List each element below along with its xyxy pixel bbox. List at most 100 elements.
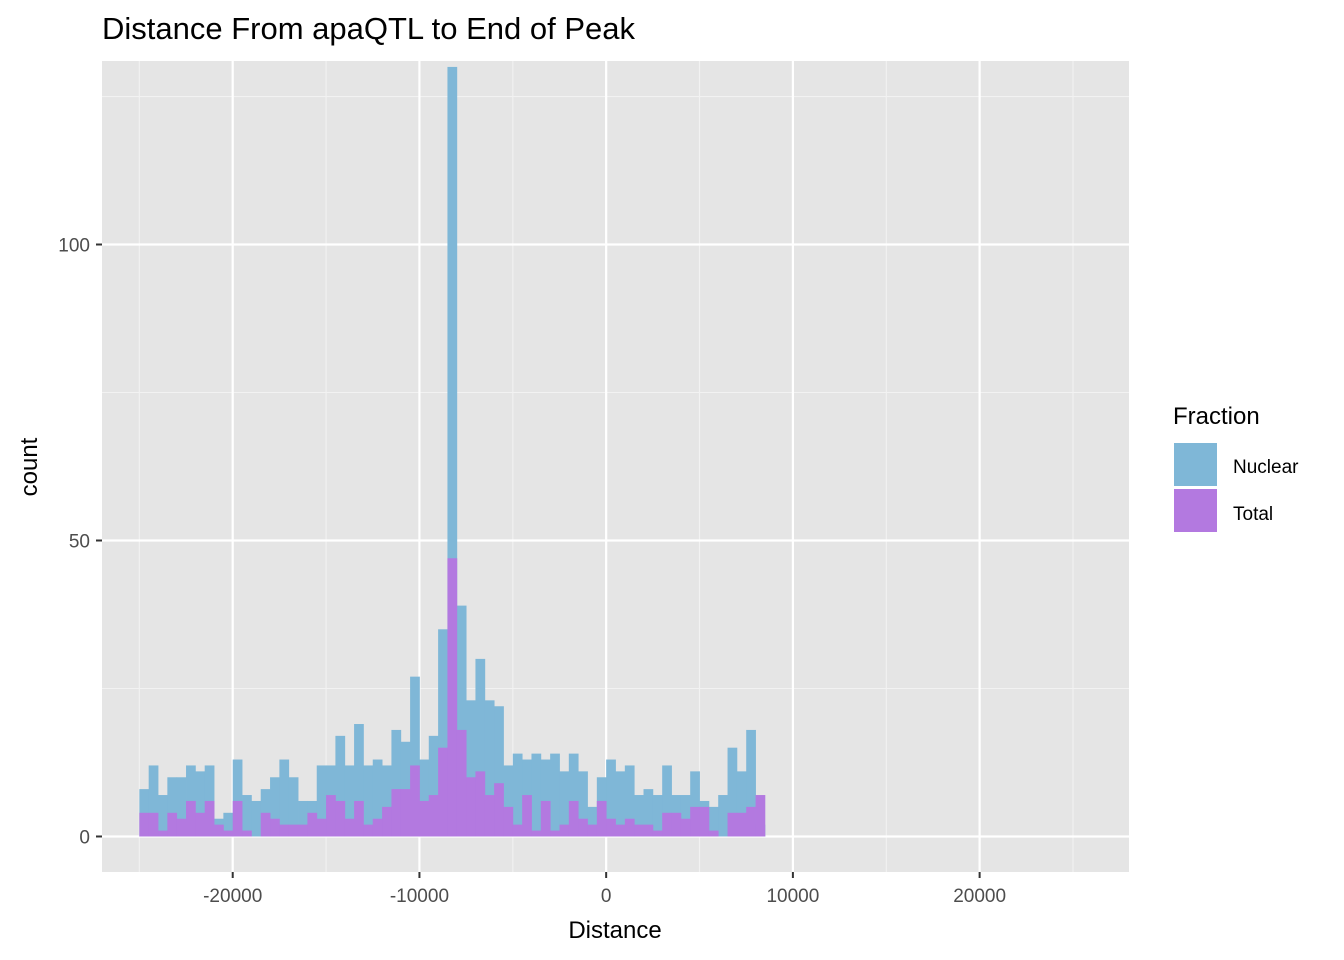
bar-nuclear-45 — [559, 771, 570, 837]
minor-gridlines — [102, 61, 1129, 872]
bar-total-56 — [662, 812, 672, 837]
bar-total-64 — [736, 812, 747, 837]
x-tick-label: 10000 — [766, 886, 819, 907]
bar-total-2 — [158, 830, 168, 837]
legend: Fraction Nuclear Total — [1173, 403, 1299, 532]
legend-key-nuclear — [1174, 443, 1217, 486]
bar-total-39 — [503, 806, 514, 837]
bar-nuclear-40 — [512, 753, 523, 837]
bar-total-10 — [232, 800, 243, 837]
bar-total-54 — [643, 824, 654, 837]
bar-nuclear-38 — [494, 706, 504, 837]
y-tick-label: 100 — [58, 236, 90, 257]
bar-total-36 — [475, 771, 486, 837]
bar-total-57 — [671, 812, 682, 837]
bar-nuclear-29 — [410, 676, 420, 837]
bar-total-59 — [690, 806, 700, 837]
bar-total-37 — [484, 795, 495, 837]
bar-nuclear-31 — [428, 735, 439, 837]
bar-nuclear-56 — [662, 765, 672, 837]
bar-nuclear-6 — [195, 771, 206, 837]
bar-nuclear-62 — [718, 795, 728, 837]
bar-total-65 — [746, 806, 756, 837]
x-axis: -20000 -10000 0 10000 20000 — [203, 872, 1006, 907]
bar-nuclear-42 — [531, 753, 542, 837]
series-total-bars — [139, 558, 766, 837]
bar-nuclear-10 — [232, 759, 243, 837]
bar-nuclear-16 — [288, 777, 299, 837]
bar-total-45 — [559, 824, 570, 837]
bar-nuclear-27 — [391, 729, 402, 837]
bar-nuclear-22 — [344, 765, 355, 837]
bar-total-58 — [680, 818, 691, 837]
bar-nuclear-3 — [167, 777, 178, 837]
x-axis-title: Distance — [568, 917, 661, 944]
bar-total-28 — [400, 789, 411, 837]
bar-total-35 — [466, 777, 476, 837]
bar-total-50 — [606, 818, 616, 837]
bar-nuclear-17 — [298, 800, 308, 837]
bar-nuclear-2 — [158, 795, 168, 837]
bar-nuclear-30 — [419, 759, 430, 837]
bar-nuclear-24 — [363, 765, 374, 837]
bar-total-14 — [270, 818, 280, 837]
bar-nuclear-55 — [652, 795, 663, 837]
bar-nuclear-37 — [484, 700, 495, 837]
bar-total-44 — [550, 830, 560, 837]
bar-total-30 — [419, 800, 430, 837]
bar-total-33 — [447, 558, 458, 837]
bar-total-6 — [195, 812, 206, 837]
bar-total-46 — [568, 800, 579, 837]
bar-total-24 — [363, 824, 374, 837]
plot-panel — [102, 61, 1129, 872]
bar-total-61 — [708, 830, 719, 837]
bar-total-1 — [148, 812, 159, 837]
bar-total-18 — [307, 812, 318, 837]
bar-nuclear-43 — [540, 759, 551, 837]
y-tick-label: 50 — [69, 531, 90, 552]
bar-total-38 — [494, 783, 504, 837]
x-tick-label: 0 — [601, 886, 612, 907]
bar-nuclear-65 — [746, 729, 756, 837]
bar-total-51 — [615, 824, 626, 837]
bar-nuclear-21 — [335, 735, 346, 837]
bar-nuclear-46 — [568, 753, 579, 837]
bar-total-9 — [223, 830, 234, 837]
legend-label-nuclear: Nuclear — [1233, 457, 1299, 478]
chart-title: Distance From apaQTL to End of Peak — [102, 11, 635, 46]
bar-nuclear-54 — [643, 789, 654, 837]
bar-nuclear-44 — [550, 753, 560, 837]
bar-total-15 — [279, 824, 290, 837]
bar-total-3 — [167, 812, 178, 837]
bar-total-52 — [624, 818, 635, 837]
bar-total-4 — [176, 818, 187, 837]
bar-nuclear-4 — [176, 777, 187, 837]
bar-total-66 — [755, 795, 766, 837]
bar-total-49 — [596, 800, 607, 837]
bar-nuclear-63 — [727, 747, 738, 837]
bar-total-26 — [382, 806, 392, 837]
bar-total-41 — [522, 795, 532, 837]
bar-total-8 — [214, 824, 224, 837]
bar-total-40 — [512, 824, 523, 837]
bar-nuclear-48 — [587, 806, 598, 837]
bar-total-21 — [335, 800, 346, 837]
bar-total-43 — [540, 800, 551, 837]
bar-total-5 — [186, 800, 196, 837]
bar-total-34 — [456, 729, 467, 837]
bar-nuclear-51 — [615, 771, 626, 837]
bar-nuclear-36 — [475, 658, 486, 837]
x-tick-label: -10000 — [390, 886, 449, 907]
bar-total-7 — [204, 800, 215, 837]
bar-nuclear-33 — [447, 66, 458, 837]
bar-nuclear-12 — [251, 800, 262, 837]
bar-nuclear-64 — [736, 771, 747, 837]
bar-nuclear-53 — [634, 795, 644, 837]
bar-total-53 — [634, 824, 644, 837]
bar-total-55 — [652, 830, 663, 837]
bar-nuclear-50 — [606, 759, 616, 837]
bar-nuclear-61 — [708, 806, 719, 837]
bar-total-42 — [531, 830, 542, 837]
bar-total-47 — [578, 818, 588, 837]
